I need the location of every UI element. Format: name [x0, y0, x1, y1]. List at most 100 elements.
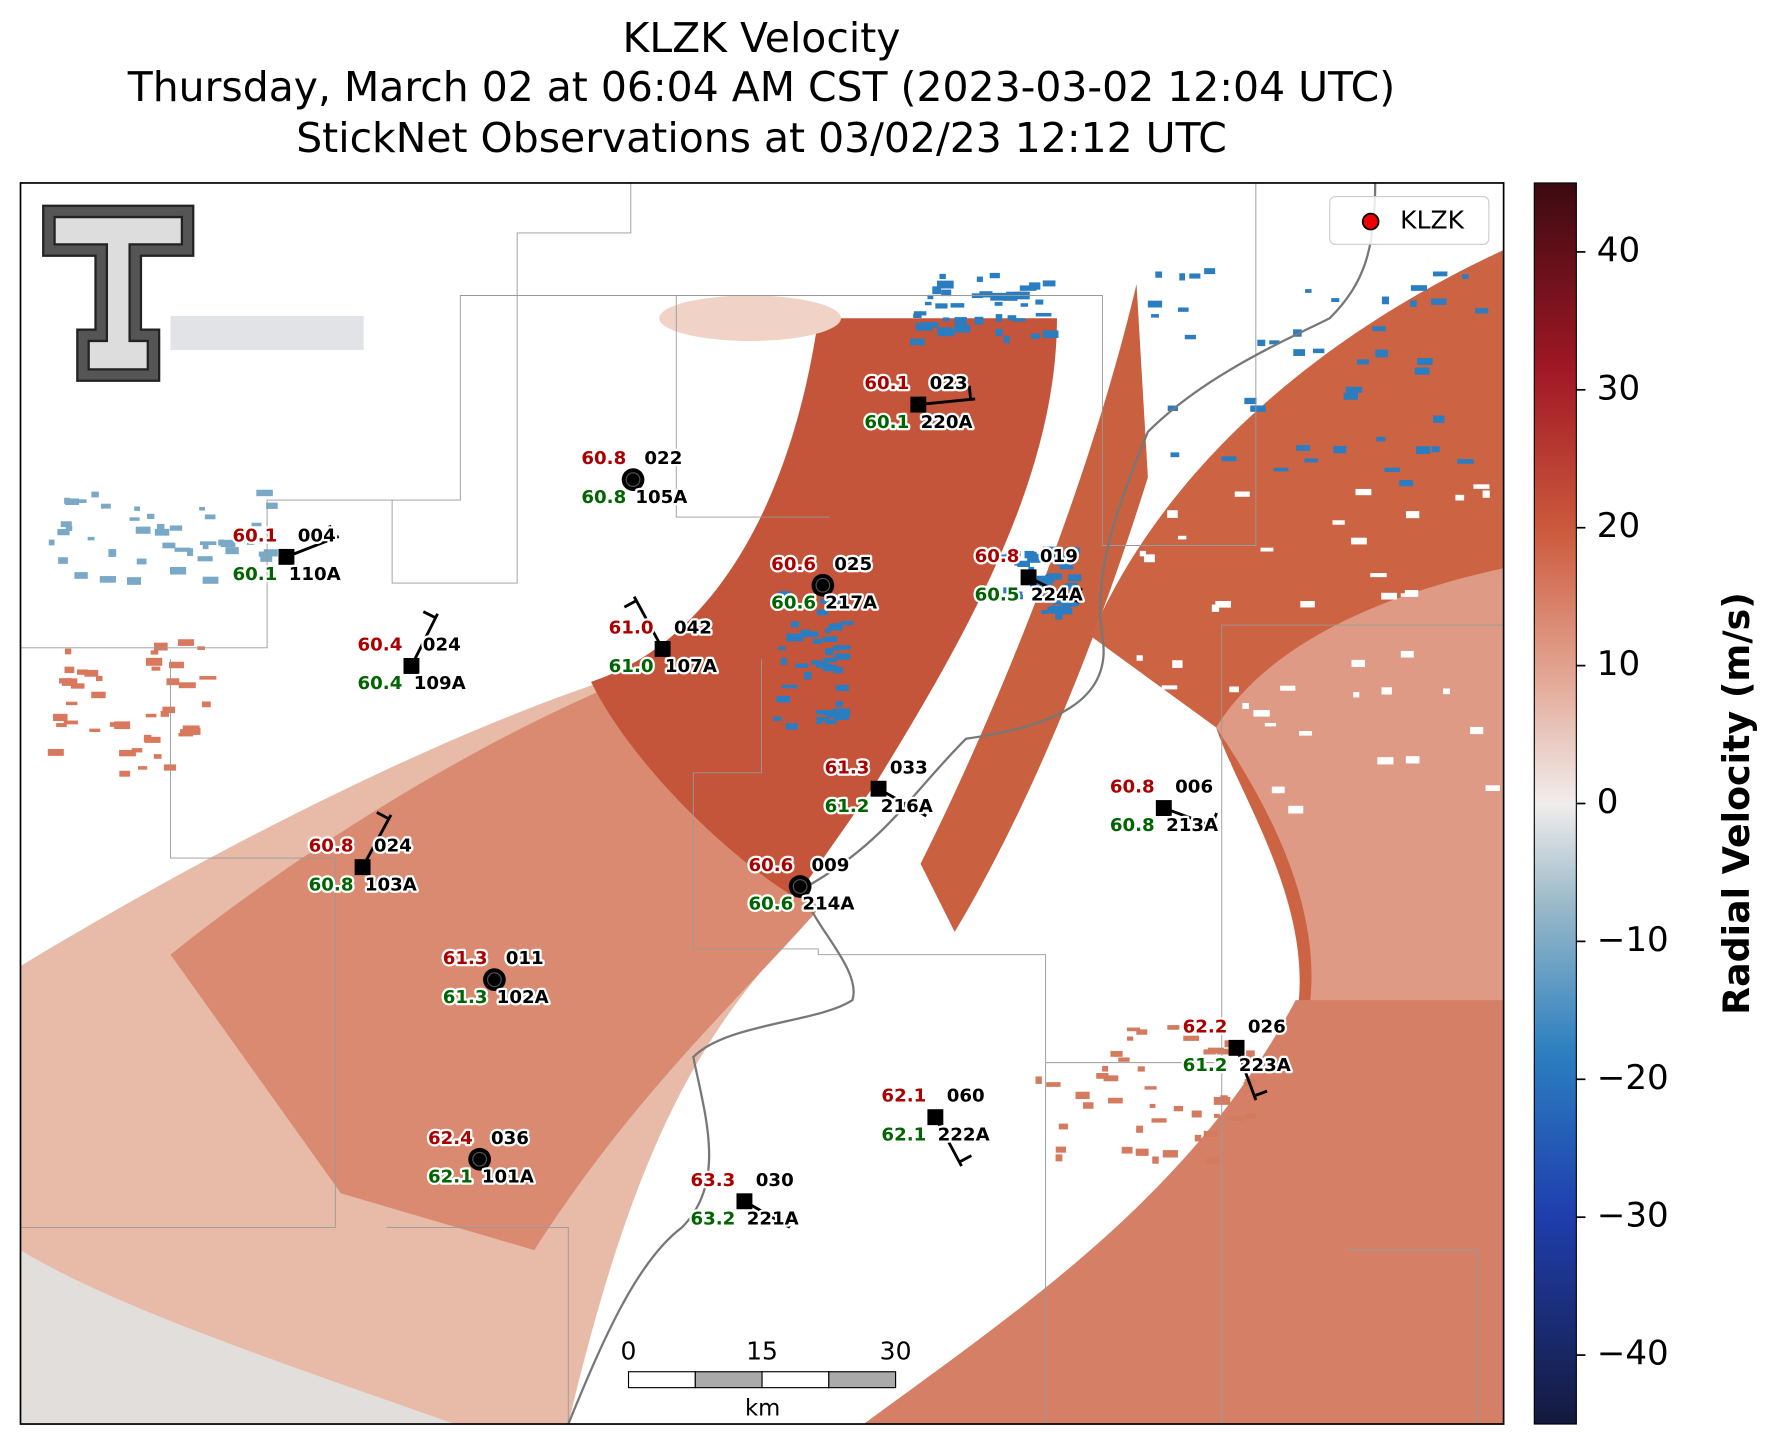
radar-speck — [126, 577, 142, 585]
radar-speck — [1139, 550, 1146, 557]
radar-speck — [804, 671, 812, 680]
radar-speck — [1304, 458, 1318, 463]
radar-speck — [1405, 756, 1420, 764]
radar-speck — [772, 716, 782, 721]
radar-speck — [1127, 1036, 1134, 1041]
station-temperature: 62.4 — [428, 1128, 473, 1149]
radar-speck — [778, 646, 786, 651]
scale-segment — [694, 1371, 763, 1389]
radar-speck — [1027, 558, 1040, 563]
radar-speck — [1107, 1097, 1123, 1104]
radar-speck — [1028, 566, 1035, 571]
radar-speck — [119, 749, 136, 757]
radar-speck — [1211, 604, 1220, 612]
radar-speck — [1065, 582, 1078, 590]
radar-echo — [170, 659, 819, 1251]
radar-speck — [146, 513, 155, 520]
radar-speck — [941, 289, 952, 297]
radar-specks — [47, 268, 1500, 1164]
radar-speck — [1203, 1130, 1218, 1137]
station-ring — [625, 472, 641, 487]
radar-speck — [99, 576, 116, 583]
radar-speck — [1215, 600, 1231, 608]
radar-speck — [925, 301, 932, 306]
radar-speck — [65, 498, 80, 506]
radar-speck — [1470, 726, 1484, 735]
scale-tick-label: 15 — [746, 1336, 778, 1365]
radar-speck — [994, 301, 1003, 306]
radar-speck — [65, 701, 78, 706]
radar-speck — [1417, 357, 1433, 365]
radar-speck — [136, 558, 147, 565]
station-temperature: 60.8 — [1110, 777, 1155, 798]
radar-speck — [1300, 601, 1315, 608]
radar-speck — [1019, 285, 1037, 291]
radar-speck — [178, 732, 194, 737]
radar-speck — [1244, 1079, 1256, 1083]
wind-barb — [410, 613, 439, 667]
radar-speck — [1137, 1066, 1145, 1072]
radar-speck — [119, 770, 131, 777]
radar-speck — [816, 609, 829, 616]
radar-speck — [1030, 333, 1041, 339]
radar-speck — [246, 539, 255, 545]
radar-speck — [1013, 594, 1023, 600]
station-name: 221A — [747, 1208, 799, 1229]
radar-speck — [220, 539, 236, 548]
radar-speck — [129, 517, 140, 521]
radar-speck — [144, 736, 161, 743]
wind-barb-flag — [328, 524, 336, 539]
station-dewpoint: 62.1 — [428, 1166, 473, 1187]
station-id: 011 — [506, 948, 544, 969]
radar-speck — [197, 556, 213, 562]
scale-segment — [627, 1371, 696, 1389]
wind-barb-flag — [967, 385, 973, 400]
radar-speck — [251, 522, 262, 527]
station-marker — [403, 658, 420, 674]
radar-speck — [47, 748, 64, 756]
radar-speck — [1204, 268, 1216, 275]
radar-speck — [1229, 686, 1239, 693]
radar-speck — [1151, 1118, 1167, 1123]
radar-speck — [979, 291, 993, 298]
radar-speck — [1399, 480, 1414, 487]
radar-speck — [1242, 702, 1249, 709]
subtitle: Thursday, March 02 at 06:04 AM CST (2023… — [127, 63, 1395, 111]
radar-speck — [1183, 1035, 1200, 1041]
radar-speck — [100, 503, 111, 509]
radar-speck — [1083, 1102, 1094, 1109]
station-id: 023 — [930, 373, 968, 394]
colorbar-tick-label: −40 — [1597, 1334, 1669, 1374]
wind-barb — [1235, 1047, 1258, 1101]
radar-speck — [954, 317, 967, 325]
radar-speck — [199, 506, 205, 511]
radar-speck — [974, 316, 984, 325]
radar-speck — [937, 327, 952, 333]
wind-barb — [632, 595, 664, 650]
station-id: 009 — [811, 855, 849, 876]
radar-speck — [834, 653, 851, 660]
radar-speck — [91, 491, 99, 498]
radar-speck — [1173, 1105, 1184, 1112]
radar-speck — [60, 521, 72, 528]
radar-speck — [836, 645, 851, 650]
radar-speck — [1273, 467, 1289, 472]
station-name: 213A — [1166, 815, 1218, 836]
legend-label: KLZK — [1400, 206, 1464, 235]
radar-speck — [1135, 1148, 1149, 1156]
radar-speck — [1194, 1134, 1202, 1142]
radar-speck — [174, 547, 191, 552]
radar-speck — [1136, 1029, 1148, 1035]
radar-speck — [1003, 335, 1010, 344]
radar-speck — [1432, 271, 1448, 277]
radar-speck — [806, 595, 814, 604]
radar-speck — [225, 547, 239, 555]
radar-speck — [824, 665, 838, 672]
radar-speck — [1144, 1086, 1157, 1090]
station-dewpoint: 63.2 — [691, 1208, 736, 1229]
radar-speck — [114, 721, 131, 730]
radar-speck — [1191, 1110, 1202, 1118]
radar-speck — [1433, 415, 1445, 423]
radar-speck — [1250, 405, 1266, 412]
radar-speck — [1000, 554, 1011, 559]
